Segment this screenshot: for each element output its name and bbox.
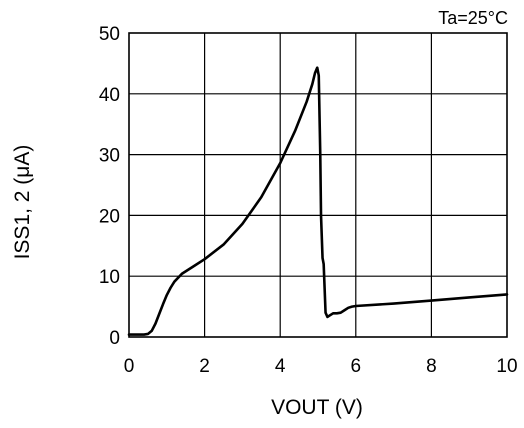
series-layer — [127, 66, 509, 336]
y-tick-label: 0 — [109, 328, 120, 349]
y-axis-title: ISS1, 2 (μA) — [11, 145, 34, 260]
x-tick-label: 0 — [124, 356, 135, 377]
x-tick-label: 2 — [199, 356, 210, 377]
y-tick-label: 40 — [99, 85, 120, 106]
x-axis-title: VOUT (V) — [271, 396, 363, 419]
y-tick-label: 10 — [99, 267, 120, 288]
y-tick-label: 30 — [99, 146, 120, 167]
x-tick-label: 6 — [351, 356, 362, 377]
plot-frame — [128, 32, 508, 338]
y-tick-label: 50 — [99, 24, 120, 45]
x-tick-label: 8 — [426, 356, 437, 377]
grid-layer — [129, 33, 507, 337]
tick-label-layer: 0 2 4 6 8 10 0 10 20 30 40 50 — [99, 24, 518, 377]
x-tick-label: 10 — [496, 356, 517, 377]
x-tick-label: 4 — [275, 356, 286, 377]
frame-layer — [128, 32, 508, 338]
y-tick-label: 20 — [99, 206, 120, 227]
temperature-annotation: Ta=25°C — [438, 8, 508, 28]
series-line — [127, 66, 509, 336]
